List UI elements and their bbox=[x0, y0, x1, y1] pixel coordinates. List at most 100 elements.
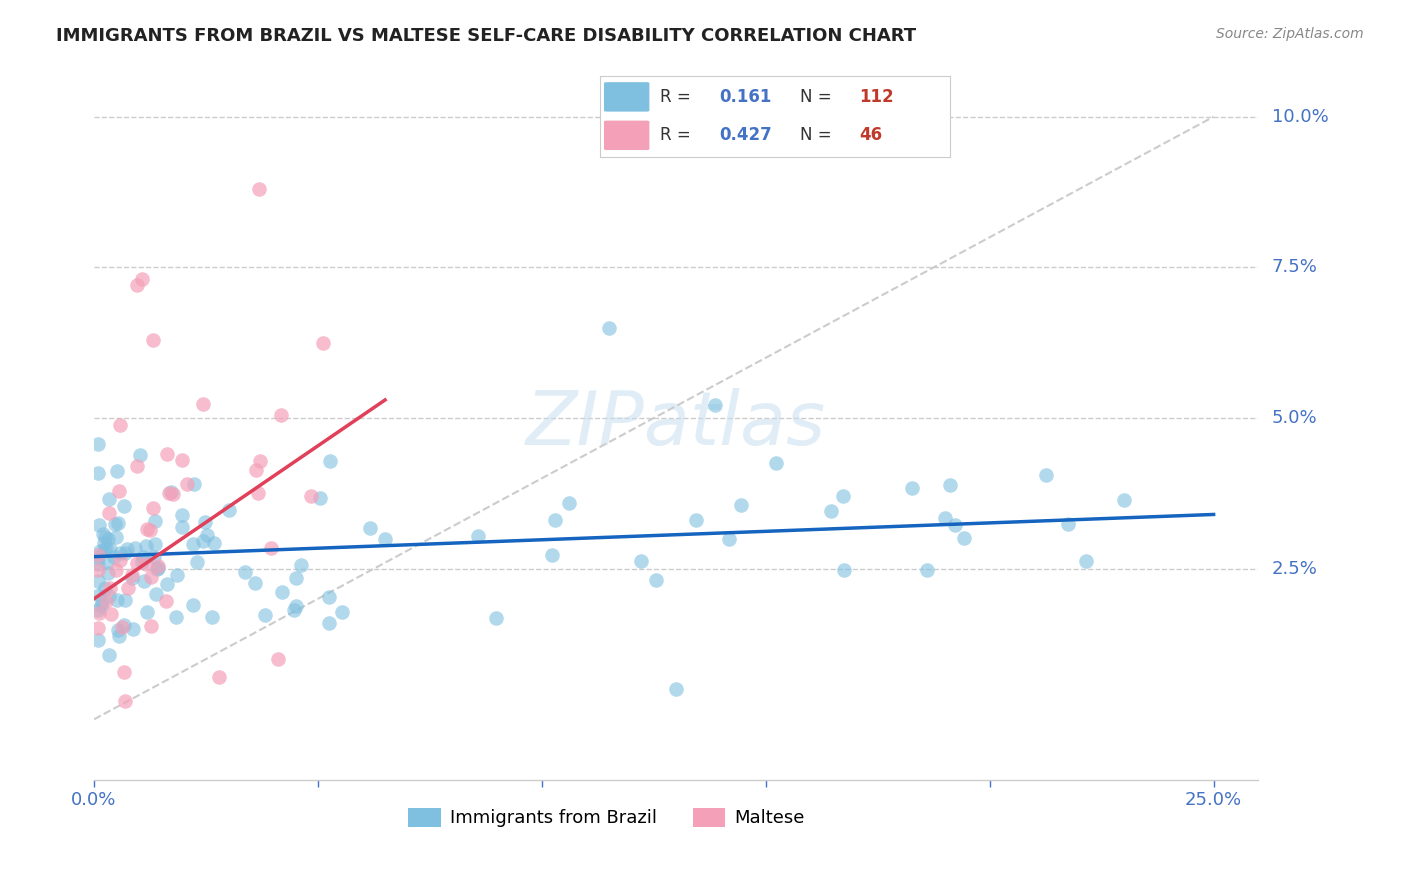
Point bbox=[1056, 517, 1078, 532]
Point bbox=[249, 454, 271, 468]
Point bbox=[270, 409, 292, 423]
Point bbox=[330, 605, 353, 619]
Point bbox=[108, 484, 131, 499]
Text: 7.5%: 7.5% bbox=[1272, 259, 1317, 277]
Point bbox=[145, 562, 167, 576]
Point bbox=[245, 576, 267, 591]
Point bbox=[467, 529, 489, 543]
Point bbox=[176, 477, 198, 491]
Point bbox=[765, 456, 787, 470]
Point bbox=[202, 536, 225, 550]
Point bbox=[111, 620, 134, 634]
Point bbox=[115, 541, 138, 556]
Point bbox=[271, 585, 294, 599]
Point bbox=[374, 532, 396, 546]
Point bbox=[103, 549, 125, 564]
Point bbox=[194, 515, 217, 529]
Point bbox=[97, 506, 120, 520]
Point bbox=[91, 527, 114, 541]
Point bbox=[94, 531, 117, 545]
Point bbox=[128, 448, 150, 462]
Point bbox=[318, 590, 340, 604]
Point bbox=[156, 447, 179, 461]
Point bbox=[97, 533, 120, 547]
Point bbox=[730, 498, 752, 512]
Point bbox=[104, 517, 127, 532]
Point bbox=[112, 618, 135, 632]
Point bbox=[112, 499, 135, 513]
Point bbox=[114, 546, 136, 560]
Point bbox=[558, 495, 581, 509]
Point bbox=[110, 546, 132, 560]
Point bbox=[319, 454, 342, 468]
Point bbox=[145, 587, 167, 601]
Point bbox=[108, 418, 131, 433]
Point bbox=[645, 573, 668, 587]
Point bbox=[143, 550, 166, 565]
Point bbox=[717, 532, 740, 546]
Point bbox=[90, 599, 112, 614]
Point bbox=[146, 559, 169, 574]
Point bbox=[359, 520, 381, 534]
Point bbox=[127, 459, 149, 474]
Point bbox=[170, 453, 193, 467]
Point bbox=[141, 618, 163, 632]
Point bbox=[312, 336, 335, 351]
Point bbox=[247, 182, 270, 196]
Point bbox=[943, 518, 966, 533]
Point bbox=[630, 554, 652, 568]
Point bbox=[89, 588, 111, 602]
Point bbox=[136, 522, 159, 536]
Point bbox=[87, 603, 110, 617]
Point bbox=[143, 514, 166, 528]
Point bbox=[160, 484, 183, 499]
Point bbox=[131, 555, 153, 569]
Point bbox=[105, 593, 128, 607]
Point bbox=[285, 571, 308, 585]
Point bbox=[704, 398, 727, 412]
Point bbox=[87, 574, 110, 589]
Point bbox=[98, 581, 121, 595]
Point bbox=[87, 563, 110, 577]
Point bbox=[136, 605, 159, 619]
Point bbox=[96, 593, 118, 607]
Point bbox=[114, 694, 136, 708]
Point bbox=[131, 272, 153, 286]
Point bbox=[952, 531, 974, 545]
Text: 10.0%: 10.0% bbox=[1272, 108, 1329, 126]
Point bbox=[108, 629, 131, 643]
Point bbox=[172, 508, 194, 522]
Point bbox=[191, 397, 214, 411]
Point bbox=[598, 320, 620, 334]
Point bbox=[485, 611, 508, 625]
Point bbox=[939, 477, 962, 491]
Point bbox=[122, 622, 145, 636]
Legend: Immigrants from Brazil, Maltese: Immigrants from Brazil, Maltese bbox=[401, 801, 811, 835]
Point bbox=[97, 491, 120, 506]
Point bbox=[87, 550, 110, 565]
Point bbox=[93, 535, 115, 549]
Point bbox=[685, 513, 707, 527]
Point bbox=[105, 530, 128, 544]
Text: 2.5%: 2.5% bbox=[1272, 559, 1317, 578]
Point bbox=[135, 539, 157, 553]
Point bbox=[1035, 468, 1057, 483]
Point bbox=[108, 553, 131, 567]
Point bbox=[156, 576, 179, 591]
Point bbox=[87, 466, 110, 480]
Text: 5.0%: 5.0% bbox=[1272, 409, 1317, 427]
Point bbox=[112, 665, 135, 680]
Point bbox=[540, 548, 562, 562]
Point bbox=[201, 610, 224, 624]
Point bbox=[166, 568, 188, 582]
Point bbox=[107, 516, 129, 531]
Point bbox=[283, 603, 305, 617]
Point bbox=[142, 501, 165, 516]
Point bbox=[146, 560, 169, 574]
Text: ZIPatlas: ZIPatlas bbox=[526, 388, 827, 460]
Point bbox=[233, 565, 256, 579]
Point bbox=[87, 632, 110, 647]
Point bbox=[94, 581, 117, 595]
Text: IMMIGRANTS FROM BRAZIL VS MALTESE SELF-CARE DISABILITY CORRELATION CHART: IMMIGRANTS FROM BRAZIL VS MALTESE SELF-C… bbox=[56, 27, 917, 45]
Point bbox=[157, 485, 180, 500]
